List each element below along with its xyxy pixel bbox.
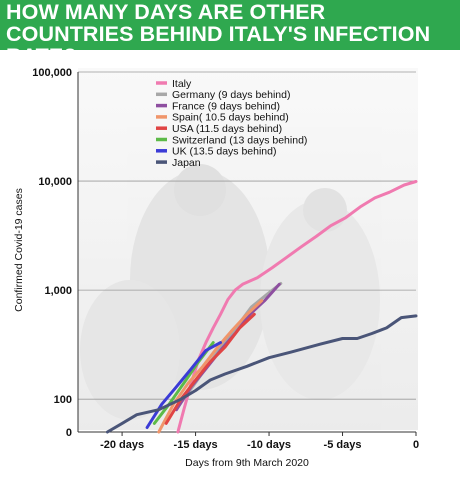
legend-label: Germany (9 days behind) [172, 89, 290, 101]
y-tick-label: 100 [54, 394, 72, 406]
header-banner: HOW MANY DAYS ARE OTHER COUNTRIES BEHIND… [0, 0, 460, 67]
legend-label: Switzerland (13 days behind) [172, 134, 307, 146]
legend-label: Japan [172, 157, 201, 169]
x-tick-label: -10 days [247, 439, 291, 451]
y-axis-label: Confirmed Covid-19 cases [13, 188, 25, 312]
y-tick-label: 10,000 [38, 176, 72, 188]
axes: 100 1,000 10,000 100,000 0 -20 days -15 days -1… [32, 67, 419, 451]
legend-label: UK (13.5 days behind) [172, 146, 276, 158]
series-line-italy [176, 180, 418, 434]
x-tick-label: -15 days [174, 439, 218, 451]
x-tick-label: -20 days [100, 439, 144, 451]
legend-label: Spain( 10.5 days behind) [172, 112, 289, 124]
legend-label: France (9 days behind) [172, 100, 280, 112]
series [105, 180, 418, 434]
chart: 100 1,000 10,000 100,000 0 -20 days -15 days -1… [13, 67, 419, 469]
y-tick-label: 1,000 [44, 285, 72, 297]
chart-title: HOW MANY DAYS ARE OTHER COUNTRIES BEHIND… [6, 0, 431, 68]
grid [78, 71, 416, 400]
y-tick-label-zero: 0 [66, 427, 72, 439]
legend-label: USA (11.5 days behind) [172, 123, 282, 135]
x-tick-label: -5 days [324, 439, 362, 451]
series-line-japan [105, 314, 418, 434]
y-tick-label: 100,000 [32, 67, 72, 79]
x-axis-label: Days from 9th March 2020 [185, 457, 309, 469]
background-photo [78, 68, 418, 430]
legend-label: Italy [172, 78, 192, 90]
x-tick-label: 0 [413, 439, 419, 451]
